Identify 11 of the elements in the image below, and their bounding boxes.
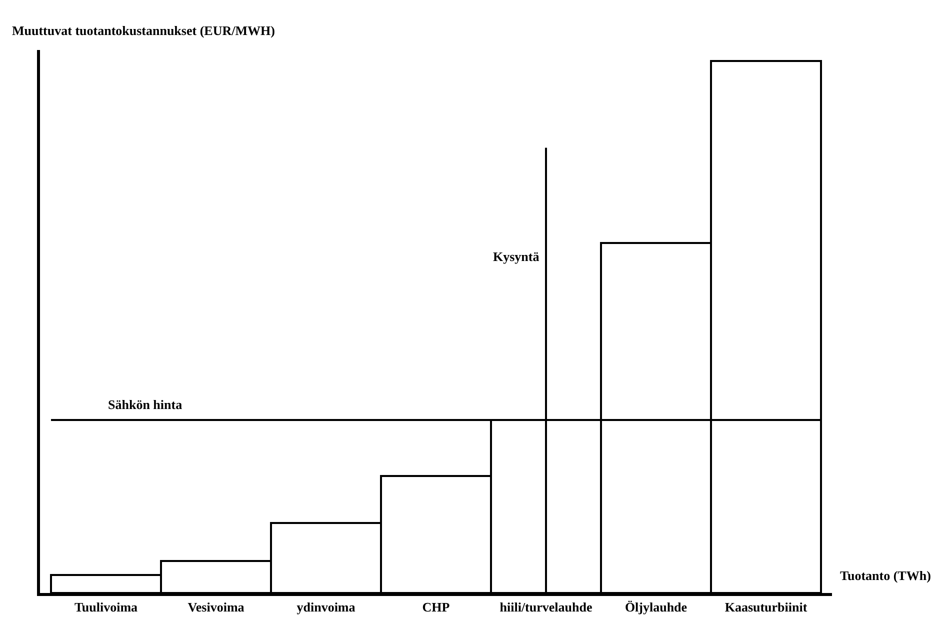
x-tick-label: ydinvoima xyxy=(296,600,356,615)
x-tick-label: hiili/turvelauhde xyxy=(500,600,592,615)
y-axis-title: Muuttuvat tuotantokustannukset (EUR/MWH) xyxy=(12,23,275,38)
x-axis-title: Tuotanto (TWh) xyxy=(840,568,931,583)
x-tick-label: Vesivoima xyxy=(188,600,245,615)
x-tick-label: CHP xyxy=(422,600,450,615)
x-tick-label: Tuulivoima xyxy=(74,600,138,615)
ref-line-label: Kysyntä xyxy=(493,249,540,264)
ref-line-label: Sähkön hinta xyxy=(108,397,183,412)
x-tick-label: Öljylauhde xyxy=(624,600,688,615)
x-tick-label: Kaasuturbiinit xyxy=(724,600,808,615)
